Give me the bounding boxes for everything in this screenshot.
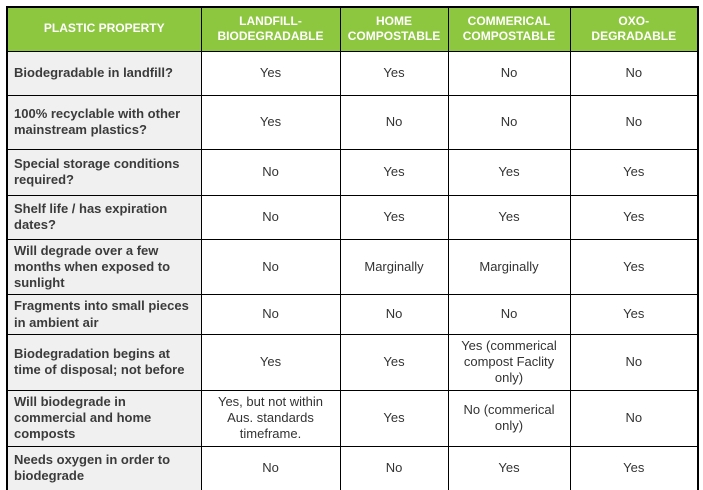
value-cell: No bbox=[200, 445, 341, 490]
plastic-comparison-table: PLASTIC PROPERTY LANDFILL-BIODEGRADABLE … bbox=[6, 6, 699, 490]
header-cell-commercial-compostable: COMMERICAL COMPOSTABLE bbox=[447, 6, 571, 52]
value-cell: No bbox=[569, 333, 699, 391]
table-row: Will biodegrade in commercial and home c… bbox=[6, 389, 699, 447]
header-row: PLASTIC PROPERTY LANDFILL-BIODEGRADABLE … bbox=[6, 6, 699, 52]
value-cell: Marginally bbox=[339, 238, 449, 296]
value-cell: Marginally bbox=[447, 238, 571, 296]
header-cell-oxo-degradable: OXO-DEGRADABLE bbox=[569, 6, 699, 52]
value-cell: No bbox=[200, 294, 341, 335]
value-cell: Yes bbox=[339, 50, 449, 96]
value-cell: No bbox=[200, 148, 341, 196]
property-cell: Special storage conditions required? bbox=[6, 148, 202, 196]
value-cell: No bbox=[339, 294, 449, 335]
value-cell: Yes bbox=[339, 333, 449, 391]
value-cell: No bbox=[200, 194, 341, 240]
value-cell: No bbox=[447, 50, 571, 96]
value-cell: No bbox=[339, 94, 449, 150]
property-cell: 100% recyclable with other mainstream pl… bbox=[6, 94, 202, 150]
value-cell: Yes bbox=[200, 50, 341, 96]
value-cell: Yes bbox=[447, 445, 571, 490]
value-cell: No bbox=[339, 445, 449, 490]
value-cell: Yes bbox=[447, 148, 571, 196]
value-cell: Yes bbox=[339, 194, 449, 240]
value-cell: Yes bbox=[339, 148, 449, 196]
property-cell: Will degrade over a few months when expo… bbox=[6, 238, 202, 296]
value-cell: No bbox=[447, 294, 571, 335]
value-cell: No bbox=[447, 94, 571, 150]
property-cell: Biodegradation begins at time of disposa… bbox=[6, 333, 202, 391]
table-row: Biodegradable in landfill? Yes Yes No No bbox=[6, 50, 699, 96]
value-cell: Yes bbox=[569, 194, 699, 240]
table-row: Special storage conditions required? No … bbox=[6, 148, 699, 196]
value-cell: No (commerical only) bbox=[447, 389, 571, 447]
property-cell: Biodegradable in landfill? bbox=[6, 50, 202, 96]
table-row: Needs oxygen in order to biodegrade No N… bbox=[6, 445, 699, 490]
value-cell: Yes bbox=[339, 389, 449, 447]
header-cell-landfill-biodegradable: LANDFILL-BIODEGRADABLE bbox=[200, 6, 341, 52]
property-cell: Shelf life / has expiration dates? bbox=[6, 194, 202, 240]
header-cell-home-compostable: HOME COMPOSTABLE bbox=[339, 6, 449, 52]
value-cell: Yes bbox=[569, 238, 699, 296]
value-cell: Yes bbox=[200, 94, 341, 150]
value-cell: No bbox=[569, 94, 699, 150]
table-row: Biodegradation begins at time of disposa… bbox=[6, 333, 699, 391]
table-row: Will degrade over a few months when expo… bbox=[6, 238, 699, 296]
value-cell: No bbox=[200, 238, 341, 296]
property-cell: Will biodegrade in commercial and home c… bbox=[6, 389, 202, 447]
property-cell: Needs oxygen in order to biodegrade bbox=[6, 445, 202, 490]
value-cell: Yes bbox=[569, 445, 699, 490]
table-row: Shelf life / has expiration dates? No Ye… bbox=[6, 194, 699, 240]
value-cell: Yes, but not within Aus. standards timef… bbox=[200, 389, 341, 447]
value-cell: Yes bbox=[200, 333, 341, 391]
value-cell: Yes (commerical compost Faclity only) bbox=[447, 333, 571, 391]
value-cell: No bbox=[569, 50, 699, 96]
table-row: 100% recyclable with other mainstream pl… bbox=[6, 94, 699, 150]
table-row: Fragments into small pieces in ambient a… bbox=[6, 294, 699, 335]
value-cell: Yes bbox=[569, 148, 699, 196]
value-cell: Yes bbox=[447, 194, 571, 240]
property-cell: Fragments into small pieces in ambient a… bbox=[6, 294, 202, 335]
value-cell: Yes bbox=[569, 294, 699, 335]
header-cell-plastic-property: PLASTIC PROPERTY bbox=[6, 6, 202, 52]
value-cell: No bbox=[569, 389, 699, 447]
